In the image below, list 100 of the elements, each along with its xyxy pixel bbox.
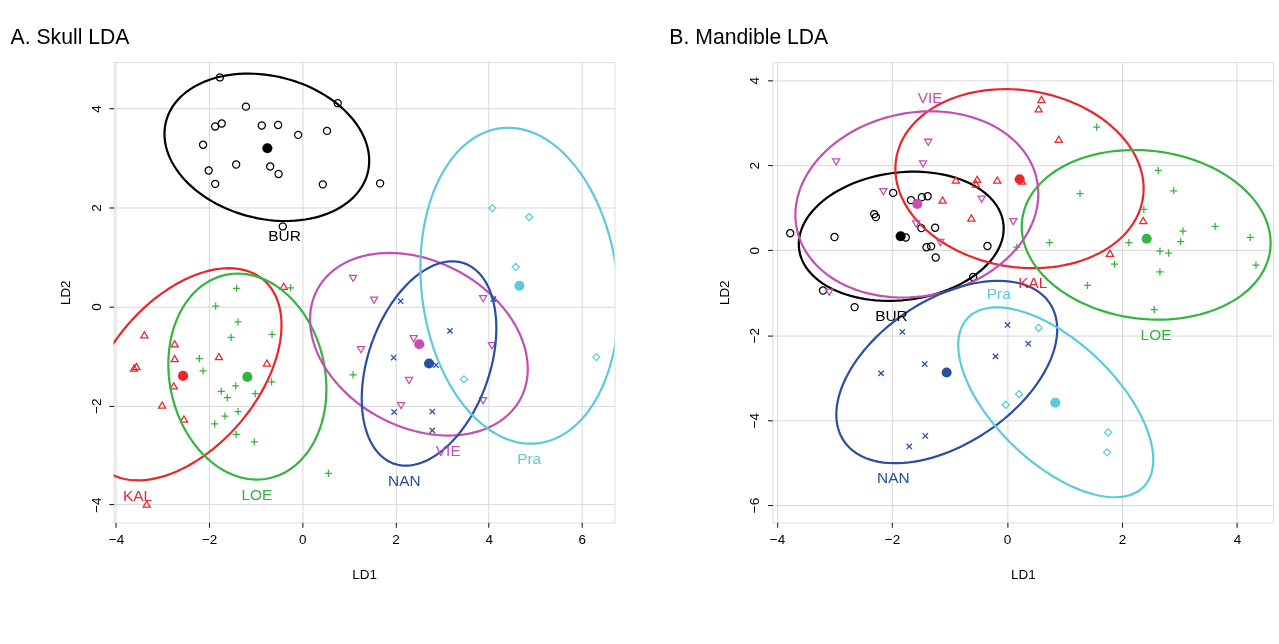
point xyxy=(888,188,898,198)
point xyxy=(825,288,834,296)
point xyxy=(333,98,342,108)
x-tick-label: 2 xyxy=(392,532,400,548)
point xyxy=(414,339,425,350)
point xyxy=(921,360,929,368)
point xyxy=(210,419,219,429)
point xyxy=(832,158,841,166)
point xyxy=(1155,246,1165,256)
point xyxy=(215,73,225,82)
y-tick-label: 4 xyxy=(88,104,104,113)
y-tick-label: 0 xyxy=(88,303,104,311)
point xyxy=(951,176,961,184)
point xyxy=(1104,428,1113,437)
point xyxy=(911,220,921,228)
point xyxy=(1102,448,1112,457)
point xyxy=(899,328,906,336)
point xyxy=(1251,260,1261,270)
point xyxy=(423,358,435,369)
point xyxy=(1014,389,1024,399)
x-tick-label: −4 xyxy=(769,532,786,548)
point xyxy=(198,140,208,149)
point xyxy=(967,214,976,222)
point xyxy=(818,286,828,295)
point xyxy=(525,212,534,222)
point xyxy=(514,280,525,291)
point xyxy=(1075,189,1085,198)
point xyxy=(220,411,230,421)
point xyxy=(850,302,859,312)
point xyxy=(923,192,932,201)
point xyxy=(478,396,488,405)
point xyxy=(170,354,179,363)
y-tick-label: −2 xyxy=(88,398,104,414)
y-tick-label: 2 xyxy=(747,162,763,170)
y-tick-label: 0 xyxy=(747,246,763,255)
point xyxy=(226,333,236,342)
y-tick-label: 4 xyxy=(747,76,763,85)
point xyxy=(1034,105,1043,113)
point xyxy=(977,195,986,203)
series-label: KAL xyxy=(122,486,153,504)
point xyxy=(786,229,795,238)
point xyxy=(993,176,1002,184)
point xyxy=(983,241,992,251)
point xyxy=(404,376,414,385)
point xyxy=(1155,267,1165,277)
text: Pra xyxy=(517,449,542,467)
x-tick-label: 6 xyxy=(578,532,587,548)
point xyxy=(511,262,520,272)
point xyxy=(211,179,220,189)
point xyxy=(930,223,940,232)
series-label: LOE xyxy=(1140,325,1172,343)
x-tick-label: 4 xyxy=(485,532,494,548)
point xyxy=(917,223,926,233)
point xyxy=(830,232,839,242)
point xyxy=(1054,135,1063,144)
point xyxy=(129,364,139,372)
x-axis-title: LD1 xyxy=(352,566,377,582)
point xyxy=(1009,218,1018,226)
point xyxy=(217,119,226,128)
point xyxy=(1092,122,1101,132)
point xyxy=(211,122,220,131)
series-label: NAN xyxy=(877,469,910,487)
point xyxy=(926,242,936,251)
point xyxy=(931,253,940,262)
point xyxy=(941,367,952,378)
x-tick-label: 4 xyxy=(1233,532,1242,548)
y-axis-title: LD2 xyxy=(716,280,732,306)
point xyxy=(231,160,241,169)
point xyxy=(369,296,379,304)
y-tick-label: −4 xyxy=(747,412,763,429)
x-tick-label: 0 xyxy=(299,532,307,548)
point xyxy=(397,297,404,305)
point xyxy=(924,138,933,147)
point xyxy=(267,330,277,339)
point xyxy=(242,371,253,382)
point xyxy=(267,377,276,387)
point xyxy=(262,143,273,154)
point xyxy=(265,162,275,171)
point xyxy=(1105,249,1115,257)
point xyxy=(1001,400,1011,409)
point xyxy=(938,196,947,204)
point xyxy=(487,342,497,350)
y-tick-label: −2 xyxy=(747,327,763,344)
point xyxy=(1139,216,1148,225)
y-tick-label: −6 xyxy=(747,497,763,514)
y-tick-label: 2 xyxy=(88,204,104,212)
point xyxy=(446,327,454,335)
point xyxy=(356,345,366,354)
point xyxy=(459,375,469,384)
point xyxy=(1210,222,1220,231)
point xyxy=(132,362,141,371)
point xyxy=(901,233,911,242)
point xyxy=(1178,226,1188,236)
point xyxy=(157,401,167,409)
point xyxy=(211,301,220,311)
x-tick-label: −2 xyxy=(884,532,901,548)
point xyxy=(322,126,332,136)
point xyxy=(912,198,923,209)
point xyxy=(1037,95,1046,104)
x-tick-label: 2 xyxy=(1118,532,1127,548)
